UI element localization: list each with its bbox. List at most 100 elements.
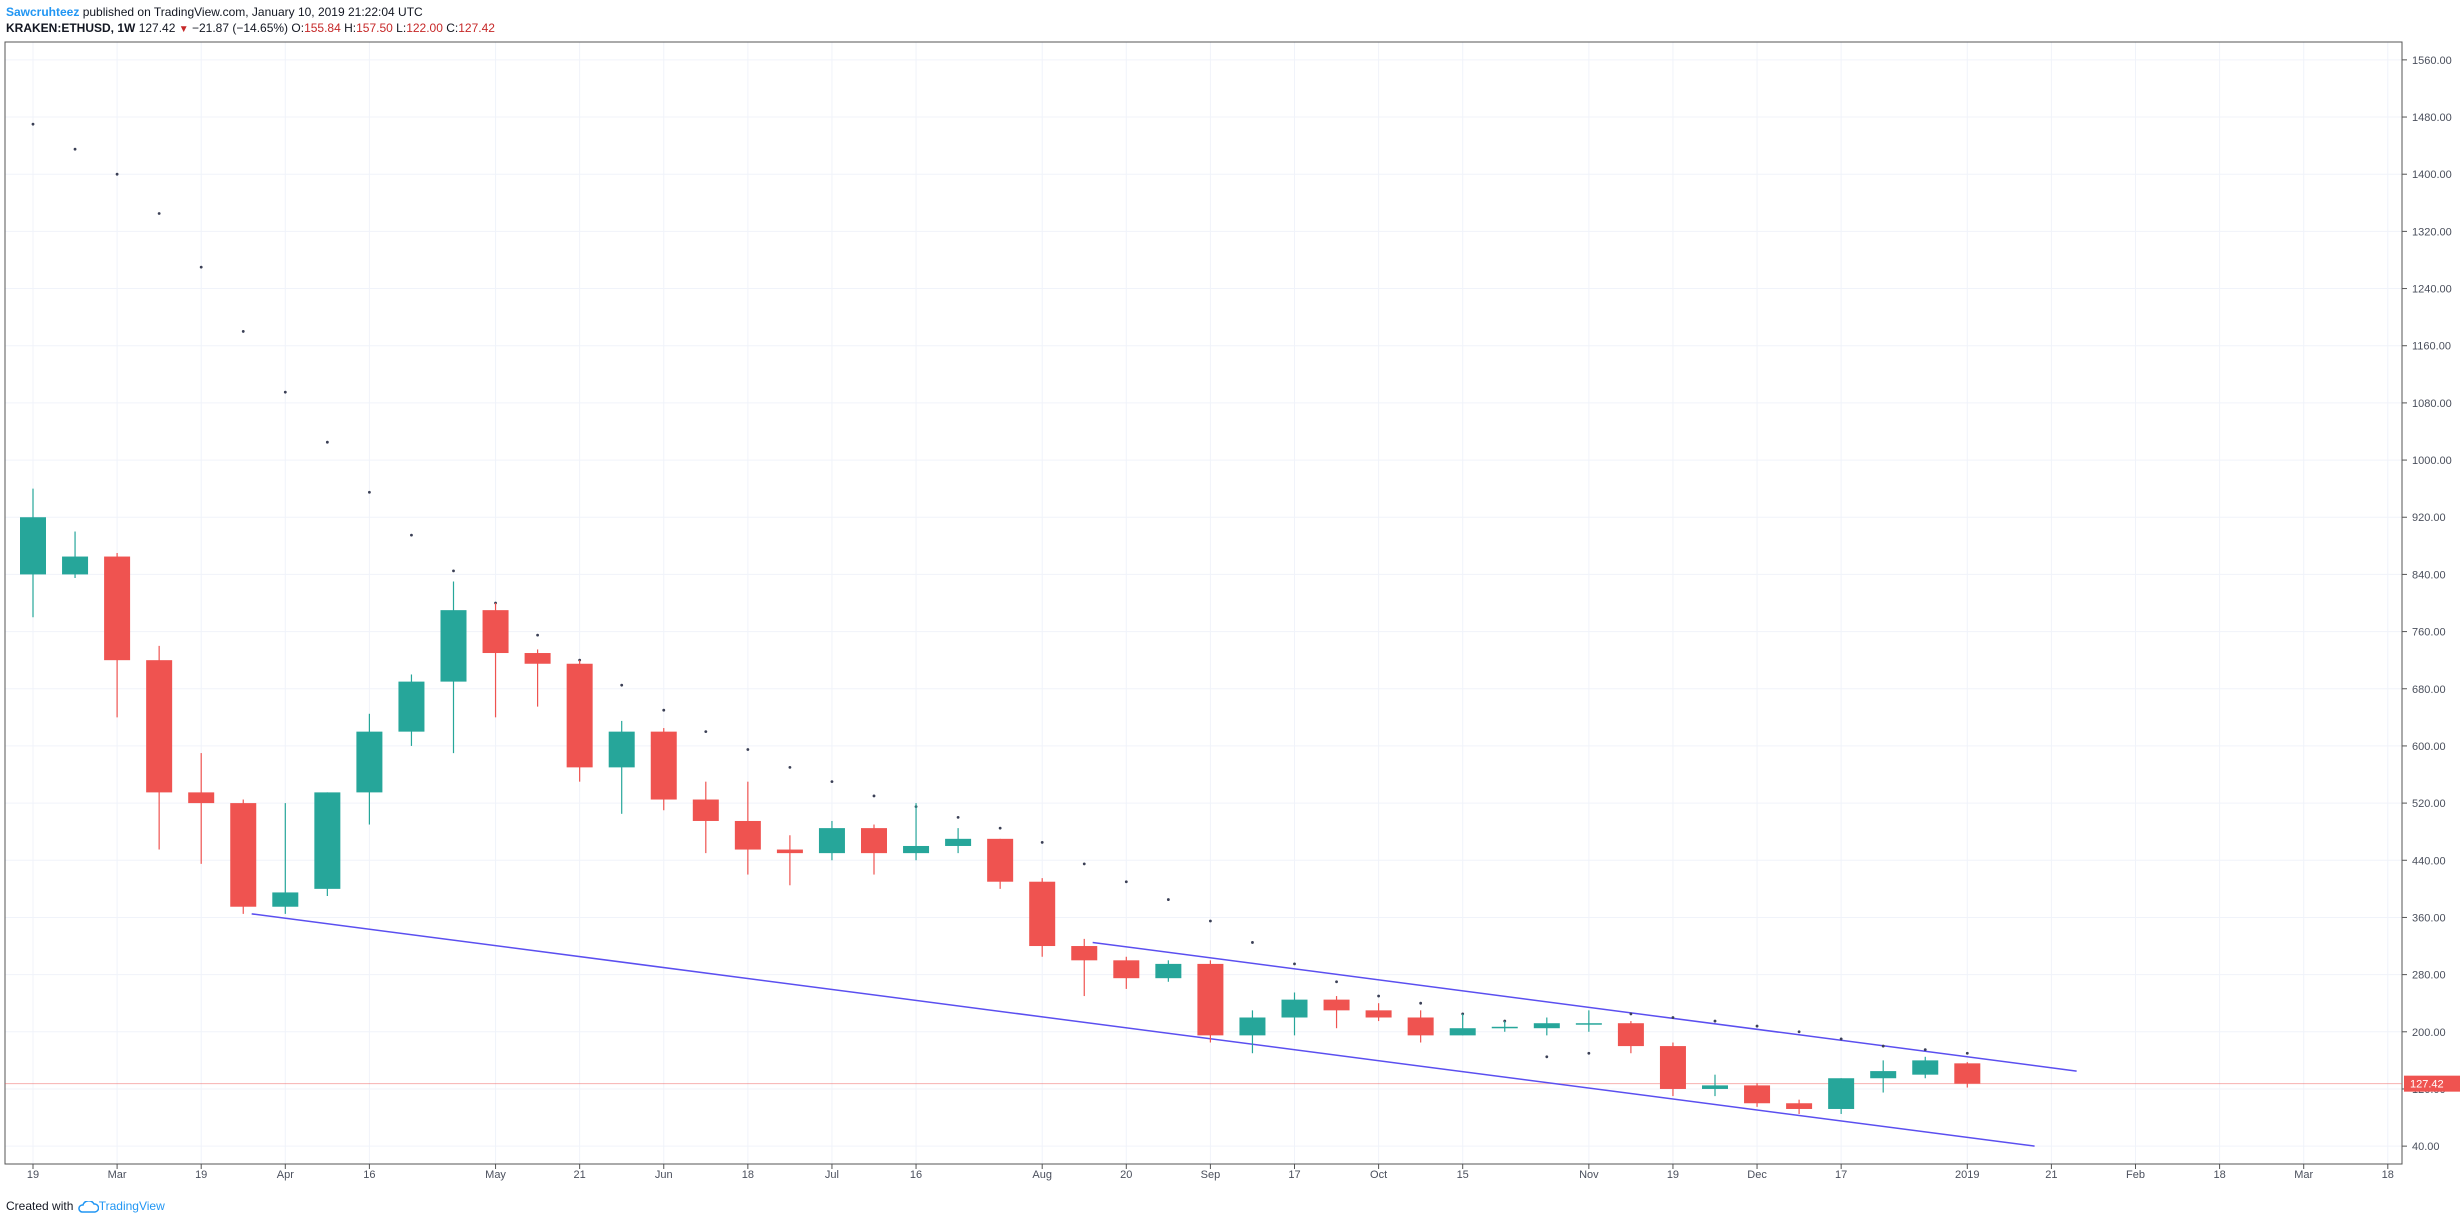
x-tick-label: Mar [108,1169,127,1181]
candle-body [566,663,593,768]
x-tick-label: Jul [825,1169,839,1181]
candle [62,531,89,578]
candle-body [1575,1023,1602,1025]
candle-body [1954,1063,1981,1084]
sar-dot [368,490,371,494]
close-label: C: [446,21,459,35]
candle-body [1239,1017,1266,1036]
y-tick-label: 1240.00 [2412,284,2452,296]
sar-dot [1040,841,1044,844]
y-tick-label: 280.00 [2412,970,2446,982]
candle [524,649,551,707]
candle-body [1071,946,1098,961]
candle-body [104,556,131,661]
high-label: H: [344,21,357,35]
sar-dot [1124,880,1128,884]
symbol-info: KRAKEN:ETHUSD, 1W 127.42 ▼ −21.87 (−14.6… [6,20,495,38]
candle [903,803,930,861]
y-tick-label: 520.00 [2412,798,2446,810]
x-tick-label: Aug [1032,1169,1052,1181]
candle [1365,1003,1392,1022]
candle [1702,1074,1728,1097]
x-tick-label: 21 [574,1169,586,1181]
x-tick-label: Mar [2294,1169,2313,1181]
y-tick-label: 440.00 [2412,855,2446,867]
sar-dot [1881,1044,1885,1048]
sar-dot [1797,1030,1801,1034]
candle-body [1744,1085,1771,1104]
candles [20,488,1981,1114]
candle-body [1617,1023,1644,1047]
candle [1029,878,1056,957]
symbol-label: KRAKEN:ETHUSD, 1W [6,21,136,35]
tradingview-cloud-icon [77,1200,99,1213]
x-tick-label: Dec [1747,1169,1767,1181]
candle [776,835,803,886]
candle [398,674,425,746]
last-price-badge-label: 127.42 [2410,1079,2444,1091]
x-tick-label: Oct [1370,1169,1387,1181]
candle-body [146,660,173,793]
sar-dot [536,633,539,637]
candle [861,824,887,875]
x-tick-label: 19 [27,1169,39,1181]
sar-dot [452,569,455,573]
candle-body [356,731,383,793]
sar-dot [1293,962,1296,966]
candle-body [776,849,803,854]
candle-body [440,610,467,682]
candle [1197,960,1224,1043]
candle-body [398,681,425,732]
close-value: 127.42 [458,21,495,35]
sar-dot [1713,1019,1717,1023]
candle-body [524,653,551,664]
x-tick-label: 17 [1835,1169,1847,1181]
tradingview-link[interactable]: TradingView [98,1199,165,1213]
candle-body [1365,1010,1392,1018]
candle-body [230,803,257,907]
candle [987,838,1014,889]
price-axis[interactable]: 40.00120.00200.00280.00360.00440.00520.0… [2402,55,2460,1153]
last-price-badge [2404,1075,2460,1092]
candle [692,781,719,854]
down-arrow-icon: ▼ [178,24,189,35]
sar-dot [1671,1016,1675,1019]
sar-dot [1923,1048,1927,1052]
trendline-upper [1092,941,2077,1072]
sar-dot [704,730,708,734]
y-tick-label: 920.00 [2412,512,2446,524]
y-tick-label: 360.00 [2412,912,2446,924]
candle-body [1449,1028,1476,1036]
sar-dot [1209,919,1212,923]
x-tick-label: 19 [195,1169,207,1181]
candle [1407,1010,1434,1043]
sar-dot [1755,1024,1759,1028]
candle-body [272,892,299,907]
created-with-text: Created with [6,1199,74,1213]
x-tick-label: Jun [655,1169,673,1181]
trendlines[interactable] [251,913,2077,1147]
y-tick-label: 600.00 [2412,741,2446,753]
sar-dot [1335,980,1338,984]
candle [818,820,845,861]
sar-dot [998,826,1002,830]
candle-body [1533,1023,1560,1029]
time-axis[interactable]: 19 Mar 19 Apr 16 May 21 Jun 18 Jul 16 Aug 20 Sep 17 Oct… [27,1164,2394,1181]
open-value: 155.84 [304,21,341,35]
sar-dot [830,780,834,784]
candle [440,581,467,754]
sar-dot [325,440,329,444]
sar-dot [1082,862,1086,866]
sar-dot [199,265,203,269]
author-link[interactable]: Sawcruhteez [6,5,80,19]
candle-body [1197,963,1224,1036]
candle [482,603,509,718]
candle-body [650,731,677,800]
candle [230,799,257,914]
candle-body [188,792,215,804]
x-tick-label: 2019 [1955,1169,1979,1181]
candle [650,728,677,811]
y-tick-label: 760.00 [2412,627,2446,639]
low-label: L: [396,21,407,35]
